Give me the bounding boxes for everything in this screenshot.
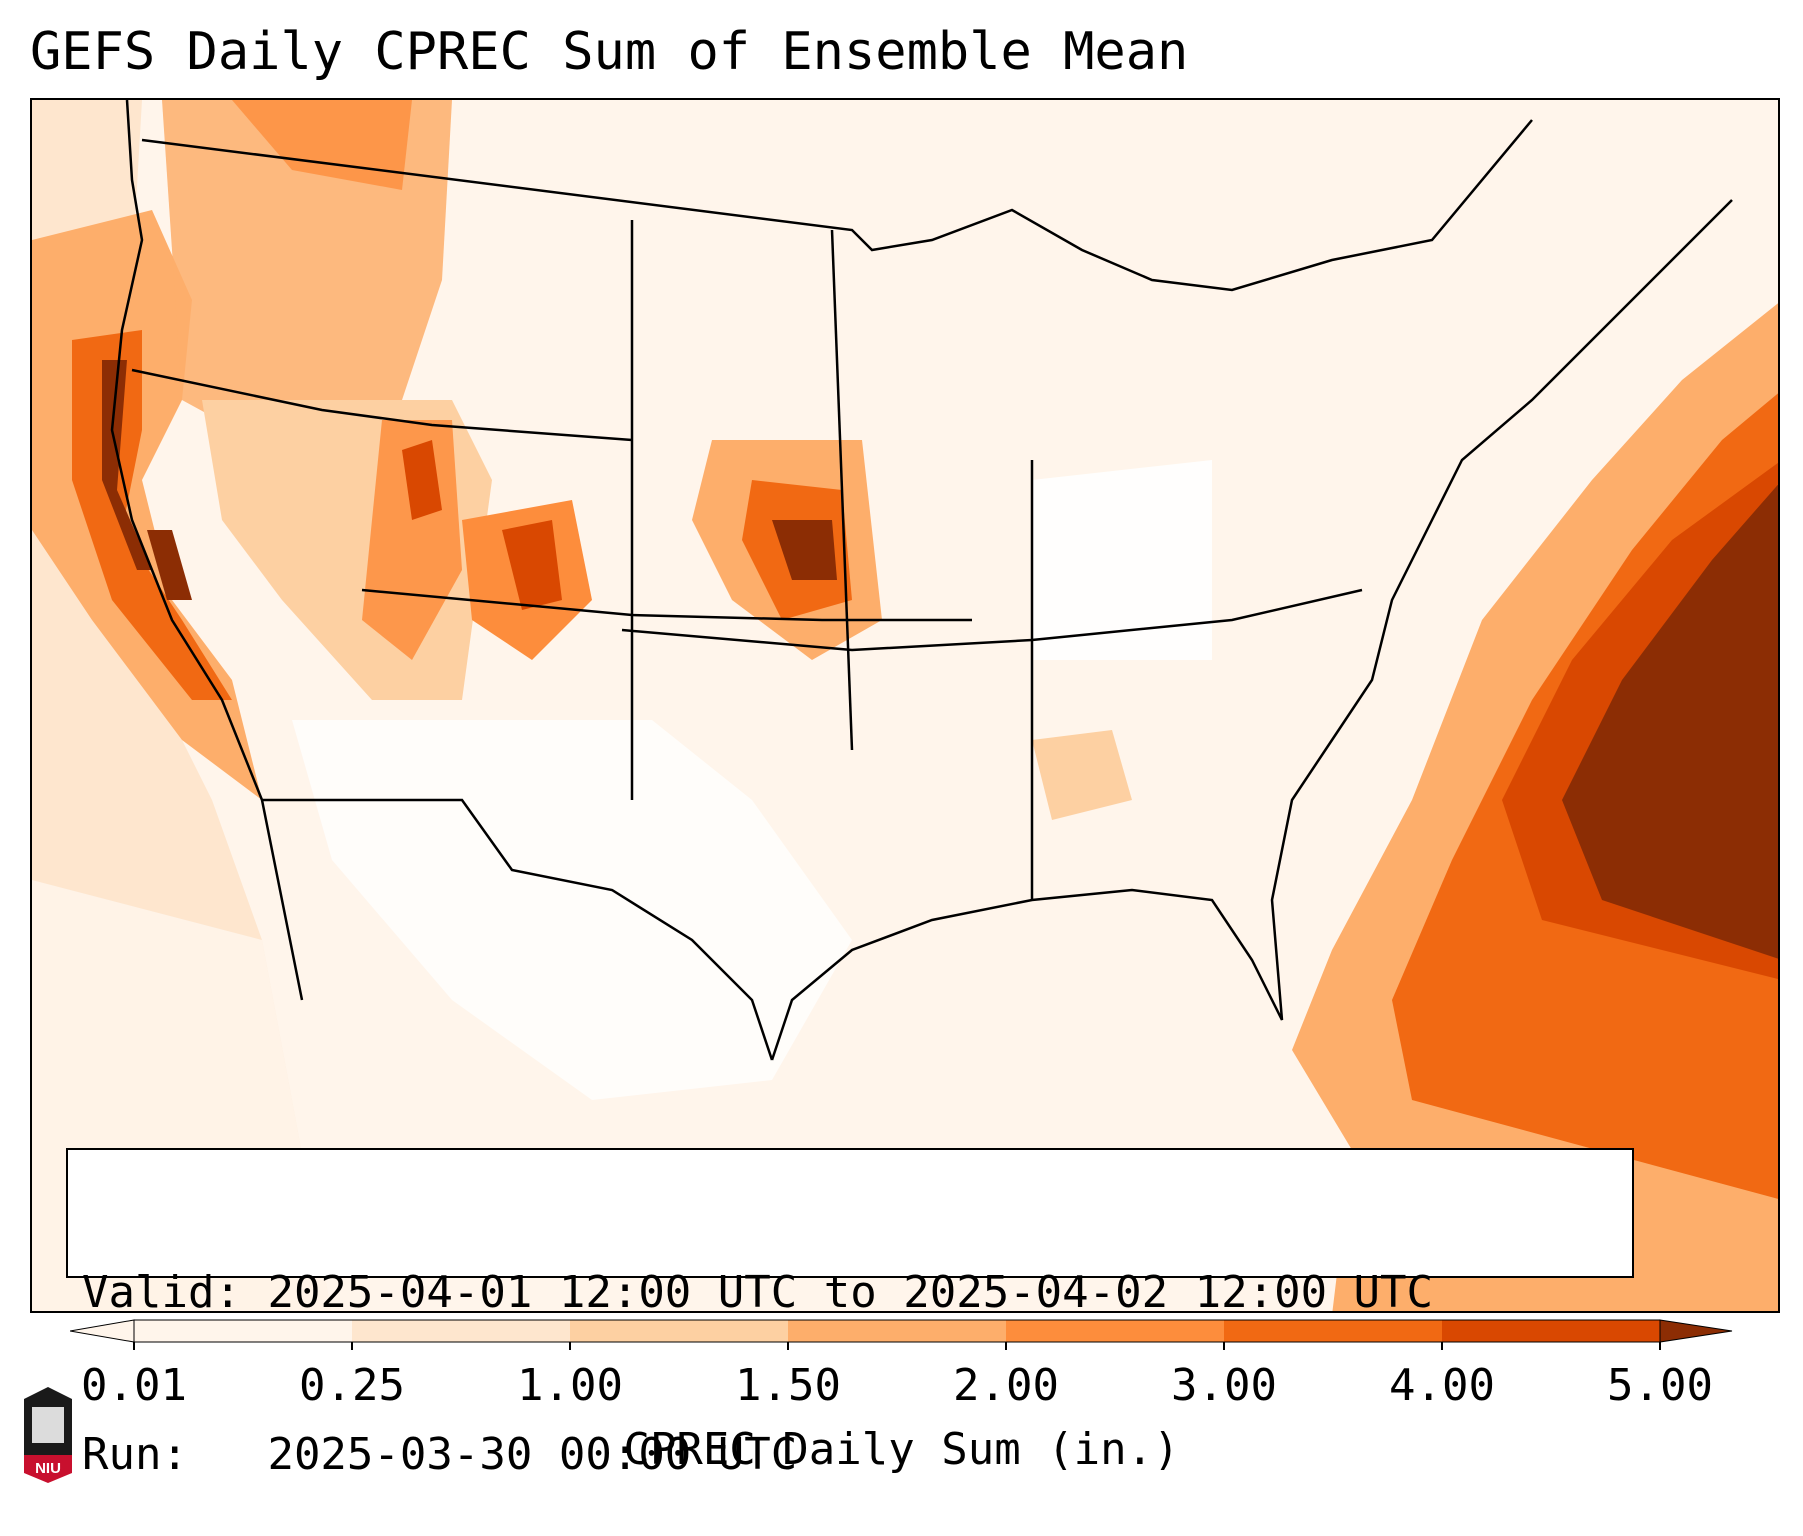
kansas-max-precip [772,520,837,580]
colorbar-segment [134,1320,352,1342]
wasatch-max-precip [402,440,442,520]
colorbar-tick-label: 4.00 [1389,1360,1495,1411]
colorbar-outline [133,1319,1661,1343]
colorbar-extend-low [70,1319,135,1343]
colorbar-tick-label: 5.00 [1607,1360,1713,1411]
colorbar-tick-label: 1.00 [517,1360,623,1411]
map-borders [110,100,1733,1061]
run-row: Run: 2025-03-30 00:00 UTC [82,1428,1618,1482]
colorbar-tick-label: 0.25 [299,1360,405,1411]
colorbar-segment [788,1320,1006,1342]
map-canvas [32,100,1778,1311]
logo-text: NIU [35,1460,61,1477]
west-coastline [110,100,304,1001]
colorbar-segment [1006,1320,1224,1342]
east-coastline [770,199,1733,1061]
run-label: Run: [82,1429,188,1480]
map-title: GEFS Daily CPREC Sum of Ensemble Mean [30,22,1189,82]
colorbar-extend-high [1659,1319,1733,1343]
colorbar [70,1319,1733,1350]
southwest-dry-area [292,720,852,1100]
colorado-max-precip [502,520,562,610]
colorbar-segment [1224,1320,1442,1342]
valid-row: Valid: 2025-04-01 12:00 UTC to 2025-04-0… [82,1266,1618,1320]
northwest-interior-precip [162,100,452,460]
niu-logo: NIU [24,1387,72,1483]
ohio-valley-dry-area [1032,460,1212,660]
colorbar-segment [1442,1320,1660,1342]
colorbar-label: CPREC Daily Sum (in.) [623,1424,1180,1475]
run-value: 2025-03-30 00:00 UTC [267,1429,798,1480]
colorbar-segments [70,1319,1733,1343]
sierra-max-precip [147,530,192,600]
colorbar-tick-label: 3.00 [1171,1360,1277,1411]
colorbar-ticks [133,1342,1661,1350]
colorbar-segment [570,1320,788,1342]
atlantic-max-precip [1562,484,1778,959]
alabama-precip [1032,730,1132,820]
valid-run-info-box: Valid: 2025-04-01 12:00 UTC to 2025-04-0… [66,1148,1634,1480]
state-border-row-2 [361,588,972,622]
precip-map [30,98,1780,1313]
state-border-row-1 [131,368,633,442]
logo-shield-bottom [24,1455,72,1483]
colorbar-tick-label: 0.01 [81,1360,187,1411]
logo-building [32,1407,64,1443]
colorbar-tick-label: 1.50 [735,1360,841,1411]
mexico-border [262,798,774,1061]
colorbar-tick-label: 2.00 [953,1360,1059,1411]
state-border-col-2 [830,229,854,751]
valid-value: 2025-04-01 12:00 UTC to 2025-04-02 12:00… [267,1267,1434,1318]
colorbar-segment [352,1320,570,1342]
valid-label: Valid: [82,1267,241,1318]
canada-border [141,119,1533,292]
